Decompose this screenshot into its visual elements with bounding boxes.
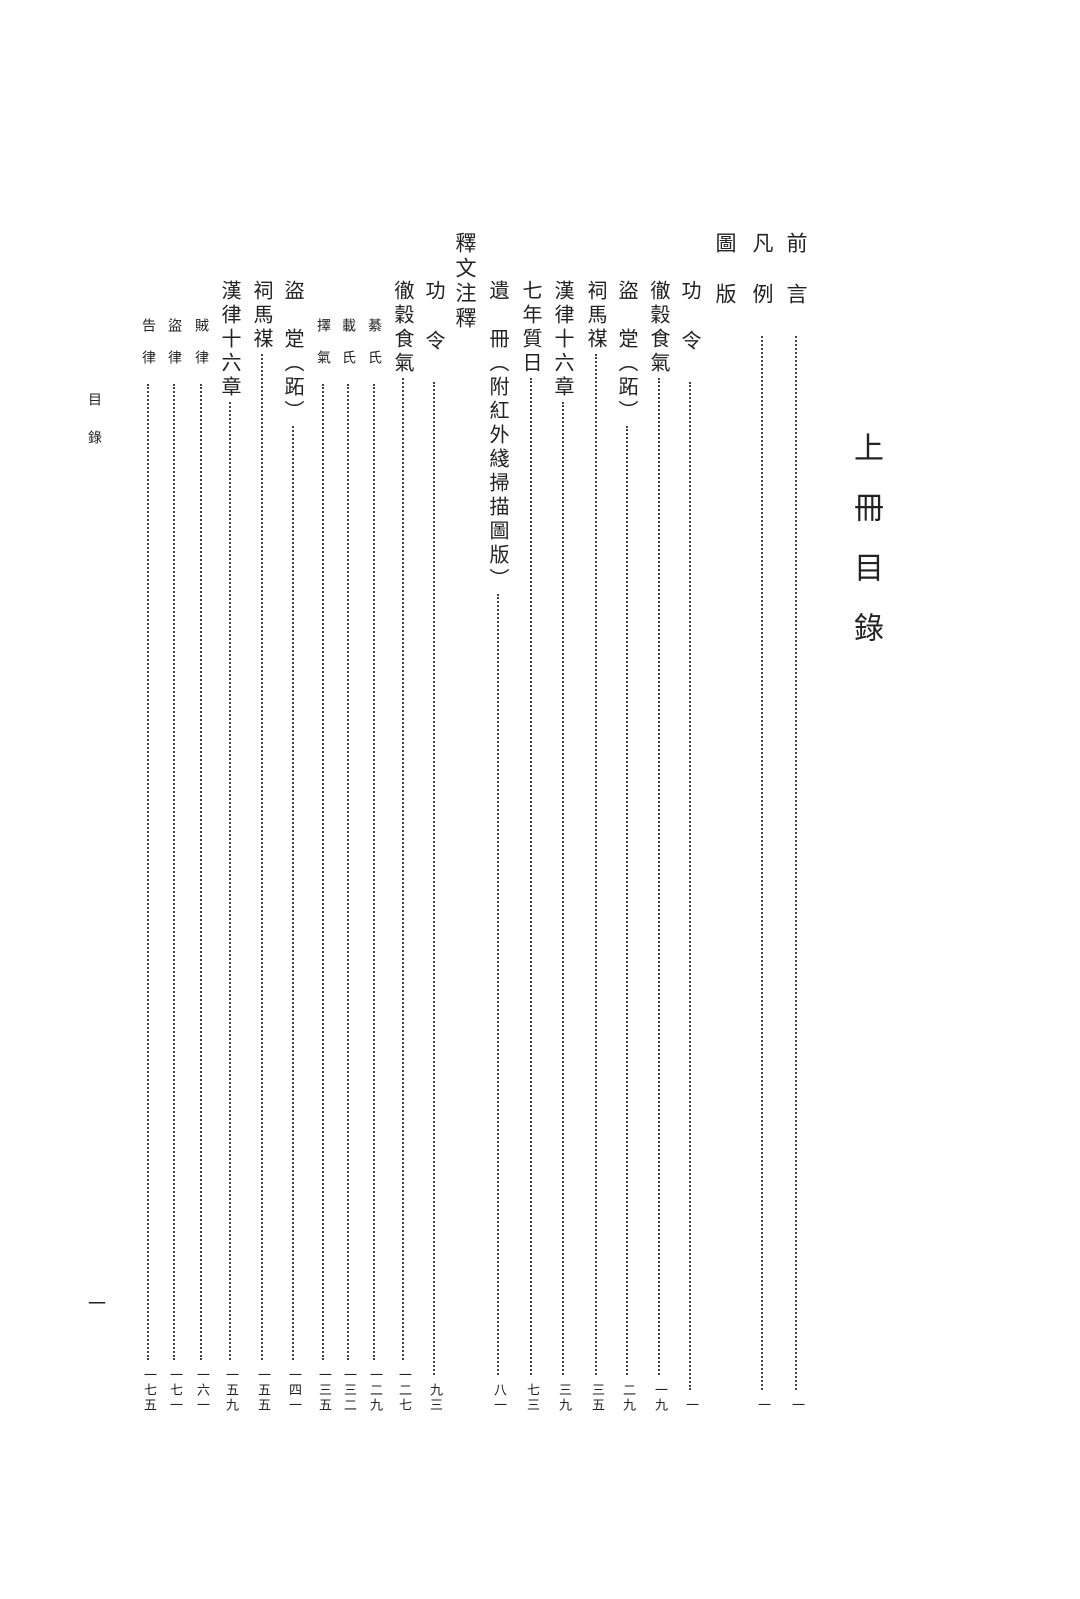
page-number: 一: [88, 1294, 106, 1315]
toc-entry-page: 三九: [556, 1383, 571, 1413]
toc-entry-title: 告律: [140, 318, 156, 382]
toc-entry[interactable]: 徹穀食氣 一九: [644, 280, 674, 1413]
toc-entry-page: 一二九: [367, 1368, 382, 1413]
dot-leader: [347, 384, 349, 1360]
dot-leader: [173, 384, 175, 1360]
toc-entry-page: 一: [755, 1398, 770, 1413]
toc-entry[interactable]: 前言一: [781, 232, 811, 1413]
dot-leader: [562, 402, 564, 1375]
dot-leader: [373, 384, 375, 1360]
toc-entry-page: 一: [683, 1398, 698, 1413]
toc-entry-title: 七年質日: [519, 280, 543, 376]
toc-entry-title: 釋文注釋: [453, 232, 477, 332]
toc-entry-title: 功令: [678, 280, 702, 380]
toc-entry[interactable]: 釋文注釋: [450, 232, 480, 332]
toc-entry-page: 一五九: [223, 1368, 238, 1413]
toc-entry-page: 三五: [589, 1383, 604, 1413]
dot-leader: [433, 382, 435, 1375]
dot-leader: [261, 354, 263, 1360]
toc-entry-page: 二九: [620, 1383, 635, 1413]
toc-entry[interactable]: 漢律十六章 三九: [548, 280, 578, 1413]
toc-entry-page: 一二七: [396, 1368, 411, 1413]
dot-leader: [761, 336, 763, 1390]
toc-entry-title: 盜律: [166, 318, 182, 382]
toc-entry-title: 漢律十六章: [218, 280, 242, 400]
toc-entry-title: 盜 䟫（跖）: [615, 280, 639, 424]
toc-entry-page: 一七五: [141, 1368, 156, 1413]
toc-entry[interactable]: 徹穀食氣 一二七: [388, 280, 418, 1413]
toc-entry-title: 擇氣: [315, 318, 331, 382]
dot-leader: [147, 384, 149, 1360]
toc-entry-page: 一三五: [316, 1368, 331, 1413]
toc-entry[interactable]: 祠馬禖 一五五: [247, 280, 277, 1413]
toc-entry-title: 圖版: [713, 232, 737, 334]
toc-entry[interactable]: 遺 冊（附紅外綫掃描圖版） 八一: [483, 280, 513, 1413]
toc-entry-title: 漢律十六章: [551, 280, 575, 400]
toc-entry[interactable]: 綦氏 一二九: [359, 318, 389, 1413]
toc-entry-page: 一四一: [286, 1368, 301, 1413]
toc-entry-title: 徹穀食氣: [391, 280, 415, 376]
toc-entry-page: 一三二: [341, 1368, 356, 1413]
toc-entry-page: 九三: [427, 1383, 442, 1413]
dot-leader: [292, 426, 294, 1360]
toc-entry-title: 凡例: [750, 232, 774, 334]
toc-entry-page: 一六一: [194, 1368, 209, 1413]
toc-entry[interactable]: 七年質日 七三: [516, 280, 546, 1413]
toc-entry-title: 祠馬禖: [584, 280, 608, 352]
toc-entry-page: 一: [789, 1398, 804, 1413]
dot-leader: [658, 378, 660, 1375]
dot-leader: [229, 402, 231, 1360]
dot-leader: [200, 384, 202, 1360]
dot-leader: [689, 382, 691, 1390]
toc-entry-title: 綦氏: [366, 318, 382, 382]
toc-entry-page: 七三: [524, 1383, 539, 1413]
toc-entry-title: 前言: [784, 232, 808, 334]
toc-entry-title: 賊律: [193, 318, 209, 382]
toc-entry[interactable]: 告律 一七五: [133, 318, 163, 1413]
toc-entry-title: 盜 䟫（跖）: [281, 280, 305, 424]
dot-leader: [795, 336, 797, 1390]
dot-leader: [497, 594, 499, 1375]
page-title: 上冊目錄: [848, 432, 883, 672]
toc-entry[interactable]: 功令 九三: [419, 280, 449, 1413]
dot-leader: [322, 384, 324, 1360]
toc-entry[interactable]: 凡例一: [747, 232, 777, 1413]
toc-entry[interactable]: 漢律十六章 一五九: [215, 280, 245, 1413]
toc-entry[interactable]: 盜 䟫（跖） 一四一: [278, 280, 308, 1413]
toc-entry-page: 一五五: [255, 1368, 270, 1413]
toc-entry[interactable]: 盜律 一七一: [159, 318, 189, 1413]
toc-entry[interactable]: 祠馬禖 三五: [581, 280, 611, 1413]
dot-leader: [626, 426, 628, 1375]
toc-entry-page: 八一: [491, 1383, 506, 1413]
toc-entry[interactable]: 功令一: [675, 280, 705, 1413]
toc-entry-page: 一七一: [167, 1368, 182, 1413]
toc-entry[interactable]: 賊律 一六一: [186, 318, 216, 1413]
toc-entry-page: 一九: [652, 1383, 667, 1413]
toc-entry-title: 載氏: [340, 318, 356, 382]
dot-leader: [530, 378, 532, 1375]
toc-entry-title: 徹穀食氣: [647, 280, 671, 376]
toc-entry[interactable]: 盜 䟫（跖） 二九: [612, 280, 642, 1413]
toc-entry[interactable]: 載氏 一三二: [333, 318, 363, 1413]
toc-entry-title: 功令: [422, 280, 446, 380]
toc-entry[interactable]: 圖版: [710, 232, 740, 334]
dot-leader: [595, 354, 597, 1375]
dot-leader: [402, 378, 404, 1360]
running-header: 目錄: [86, 392, 102, 468]
toc-entry-title: 遺 冊（附紅外綫掃描圖版）: [486, 280, 510, 592]
toc-entry[interactable]: 擇氣 一三五: [308, 318, 338, 1413]
toc-entry-title: 祠馬禖: [250, 280, 274, 352]
